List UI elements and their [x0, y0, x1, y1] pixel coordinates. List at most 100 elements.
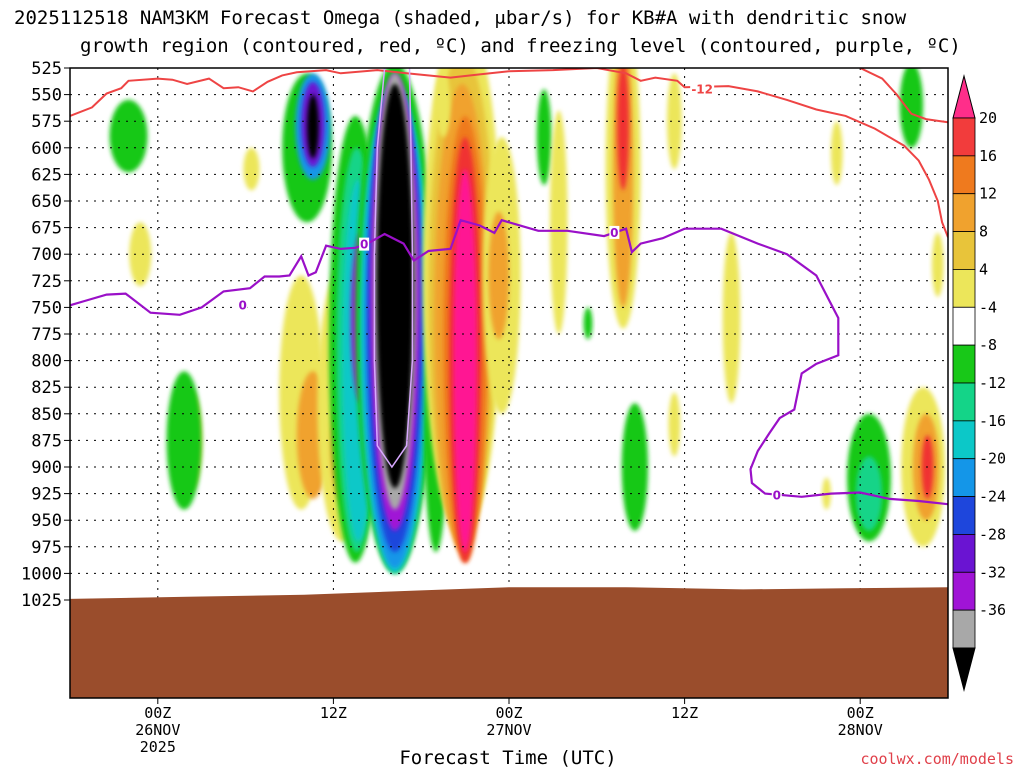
y-tick-label-825: 825: [31, 378, 62, 398]
colorbar-label-5: -4: [979, 298, 997, 316]
y-tick-label-850: 850: [31, 405, 62, 425]
omega-region-green-51: [899, 68, 924, 148]
omega-region-yellow-42: [668, 392, 681, 457]
y-tick-label-1025: 1025: [21, 591, 62, 611]
colorbar-label-4: 4: [979, 260, 988, 278]
omega-region-yellow-33: [435, 73, 451, 138]
colorbar-label-2: 12: [979, 185, 997, 203]
colorbar-swatch-13: [952, 609, 976, 649]
x-tick-label-6-2: 26NOV: [135, 721, 180, 739]
freezing-contour-label-1: 0: [360, 238, 368, 252]
y-tick-label-575: 575: [31, 112, 62, 132]
colorbar-bottom-arrow: [952, 647, 976, 692]
y-axis: 525 550 575 600 625 650 675 700 725 750 775 800 825 8…: [21, 59, 70, 611]
chart-title-line-1: 2025112518 NAM3KM Forecast Omega (shaded…: [14, 7, 907, 29]
freezing-contour-label-0: 0: [238, 298, 246, 312]
omega-region-yellow-44: [830, 121, 843, 186]
x-tick-label-54-2: 28NOV: [838, 721, 883, 739]
y-tick-label-800: 800: [31, 352, 62, 372]
y-tick-label-625: 625: [31, 165, 62, 185]
y-tick-label-550: 550: [31, 86, 62, 106]
freezing-label-bg-2: [609, 225, 620, 239]
colorbar-label-0: 20: [979, 109, 997, 127]
colorbar: 20 16 12 8 4 -4 -8 -12 -16 -20 -24 -28 -32 -36: [952, 74, 1006, 692]
y-tick-label-600: 600: [31, 139, 62, 159]
x-tick-label-54-1: 00Z: [847, 704, 874, 722]
y-tick-label-875: 875: [31, 431, 62, 451]
contour-layer: -12 0 0 0 0: [70, 68, 948, 506]
omega-region-black-10: [307, 94, 319, 159]
colorbar-swatch-8: [952, 420, 976, 460]
colorbar-swatch-4: [952, 269, 976, 308]
y-tick-label-950: 950: [31, 511, 62, 531]
omega-region-yellow-52: [931, 232, 944, 297]
colorbar-label-9: -20: [979, 450, 1006, 468]
colorbar-swatch-7: [952, 382, 976, 422]
omega-region-red-38: [617, 68, 629, 191]
omega-region-yellow-4: [243, 147, 260, 191]
dgz-contour-main: [70, 68, 948, 238]
y-tick-label-725: 725: [31, 272, 62, 292]
x-tick-label-6-1: 00Z: [144, 704, 171, 722]
x-tick-label-30-2: 27NOV: [486, 721, 531, 739]
y-tick-label-775: 775: [31, 325, 62, 345]
omega-region-green-1: [109, 99, 148, 173]
colorbar-label-7: -12: [979, 374, 1006, 392]
y-tick-label-650: 650: [31, 192, 62, 212]
omega-region-yellow-35: [549, 110, 568, 334]
omega-region-pink-30: [453, 169, 477, 553]
omega-core-outline: [373, 68, 414, 469]
x-axis-label: Forecast Time (UTC): [399, 747, 616, 768]
colorbar-swatch-0: [952, 117, 976, 157]
colorbar-swatch-1: [952, 155, 976, 195]
freezing-contour-label-3: 0: [773, 489, 781, 503]
colorbar-label-8: -16: [979, 412, 1006, 430]
colorbar-swatch-11: [952, 534, 976, 573]
freezing-level-contour: [70, 218, 948, 506]
dgz-contour-right: [859, 68, 948, 124]
y-tick-label-700: 700: [31, 245, 62, 265]
omega-region-black-23: [376, 83, 414, 489]
dgz-contour-label: -12: [691, 82, 713, 96]
colorbar-swatch-12: [952, 571, 976, 611]
x-tick-label-18-1: 12Z: [320, 704, 347, 722]
y-tick-label-900: 900: [31, 458, 62, 478]
colorbar-label-6: -8: [979, 336, 997, 354]
chart-title-line-2: growth region (contoured, red, ºC) and f…: [80, 35, 961, 57]
credit-text: coolwx.com/models: [860, 750, 1014, 768]
freezing-contour-label-2: 0: [610, 226, 618, 240]
colorbar-label-10: -24: [979, 488, 1006, 506]
freezing-label-bg-3: [771, 488, 782, 502]
dgz-label-bg: [690, 81, 715, 97]
colorbar-swatch-2: [952, 193, 976, 232]
colorbar-swatch-6: [952, 344, 976, 384]
omega-shading-layer: [109, 68, 946, 574]
y-tick-label-925: 925: [31, 485, 62, 505]
y-tick-label-675: 675: [31, 219, 62, 239]
omega-region-green-2: [166, 371, 202, 510]
colorbar-top-arrow: [952, 74, 976, 119]
x-tick-label-42-1: 12Z: [671, 704, 698, 722]
colorbar-swatch-9: [952, 458, 976, 497]
x-tick-label-6-3: 2025: [140, 738, 176, 756]
omega-region-yellow-41: [667, 73, 682, 170]
y-tick-label-525: 525: [31, 59, 62, 79]
omega-region-green-40: [583, 307, 593, 340]
omega-region-yellow-3: [129, 222, 152, 287]
omega-region-green-34: [536, 89, 552, 186]
colorbar-label-11: -28: [979, 525, 1006, 543]
y-tick-label-1000: 1000: [21, 564, 62, 584]
colorbar-swatch-5: [952, 306, 976, 346]
colorbar-swatch-10: [952, 496, 976, 535]
omega-region-green-39: [621, 403, 649, 531]
freezing-label-bg-0: [237, 298, 248, 312]
colorbar-label-3: 8: [979, 223, 988, 241]
freezing-label-bg-1: [359, 237, 370, 251]
x-tick-label-30-1: 00Z: [495, 704, 522, 722]
omega-region-yellow-43: [722, 232, 741, 404]
surface-terrain: [70, 587, 948, 698]
colorbar-swatch-3: [952, 231, 976, 270]
colorbar-label-12: -32: [979, 563, 1006, 581]
